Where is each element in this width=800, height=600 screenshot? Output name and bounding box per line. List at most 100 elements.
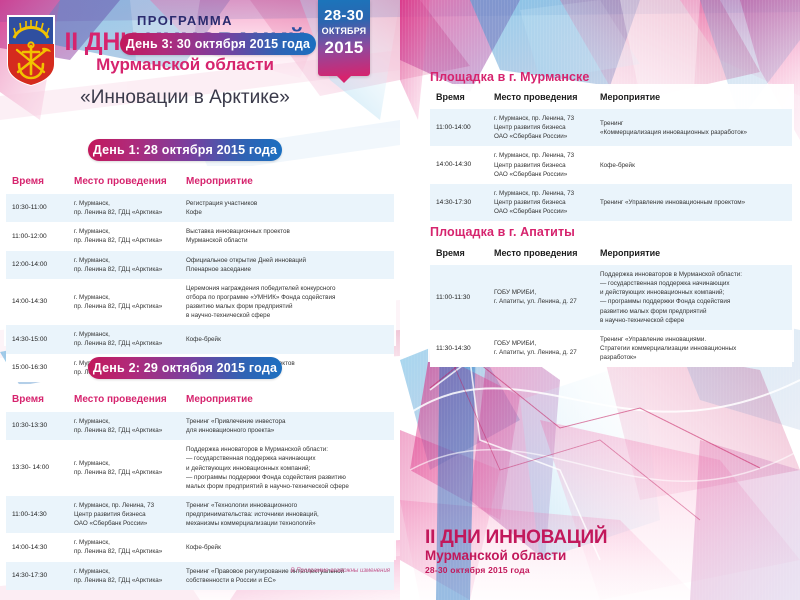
- column-header-event: Мероприятие: [186, 176, 253, 187]
- table-row: 11:30-14:30 ГОБУ МРИБИ, г. Апатиты, ул. Ле…: [430, 329, 792, 368]
- cell-time: 11:00-12:00: [6, 222, 68, 251]
- table-header-row: Время Место проведения Мероприятие: [6, 170, 394, 194]
- cell-event: Кофе-брейк: [180, 325, 394, 354]
- cell-place: г. Мурманск,пр. Ленина 82, ГДЦ «Арктика»: [68, 533, 180, 562]
- date-badge-days: 28-30: [324, 7, 364, 24]
- table-row: 13:30- 14:00 г. Мурманск, пр. Ленина 82, Г…: [6, 440, 394, 496]
- left-panel: ПРОГРАММА II ДНИ ИННОВАЦИЙ Мурманской об…: [6, 0, 394, 590]
- apatity-venue-heading: Площадка в г. Апатиты: [430, 225, 575, 239]
- page-subtitle: Мурманской области: [96, 54, 274, 74]
- cell-event: Кофе-брейк: [180, 533, 394, 562]
- cell-event: Кофе-брейк: [594, 146, 792, 184]
- day3-murmansk-table: Время Место проведения Мероприятие 11:00…: [430, 86, 792, 222]
- cell-place: ГОБУ МРИБИ, г. Апатиты, ул. Ленина, д. 27: [488, 265, 594, 330]
- cell-time: 11:00-14:30: [6, 495, 68, 534]
- day1-rows: 10:30-11:00 г. Мурманск, пр. Ленина 82, ГД…: [6, 194, 394, 382]
- footer-subtitle: Мурманской области: [425, 547, 567, 563]
- table-row: 11:00-11:30 ГОБУ МРИБИ, г. Апатиты, ул. Ле…: [430, 265, 792, 330]
- footer-lockup: II ДНИ ИННОВАЦИЙ Мурманской области 28-3…: [425, 527, 608, 577]
- murmansk-venue-heading: Площадка в г. Мурманске: [430, 70, 590, 84]
- cell-place: г. Мурманск, пр. Ленина, 73 Центр развити…: [488, 146, 594, 184]
- cell-place: г. Мурманск,пр. Ленина 82, ГДЦ «Арктика»: [68, 250, 180, 279]
- cell-place: г. Мурманск,пр. Ленина 82, ГДЦ «Арктика»: [68, 561, 180, 590]
- cell-place: г. Мурманск,пр. Ленина 82, ГДЦ «Арктика»: [68, 194, 180, 223]
- column-header-place: Место проведения: [74, 176, 167, 187]
- column-header-event: Мероприятие: [186, 394, 253, 405]
- day3-murmansk-rows: 11:00-14:00 г. Мурманск, пр. Ленина, 73 Це…: [430, 109, 792, 222]
- column-header-place: Место проведения: [494, 92, 578, 102]
- table-row: 11:00-12:00 г. Мурманск, пр. Ленина 82, ГД…: [6, 222, 394, 251]
- table-row: 12:00-14:00 г. Мурманск, пр. Ленина 82, ГД…: [6, 250, 394, 279]
- cell-event: Тренинг «Коммерциализация инновационных р…: [594, 109, 792, 147]
- column-header-time: Время: [12, 176, 44, 187]
- day3-apatity-rows: 11:00-11:30 ГОБУ МРИБИ, г. Апатиты, ул. Ле…: [430, 265, 792, 368]
- day3-apatity-table: Время Место проведения Мероприятие 11:00…: [430, 242, 792, 368]
- cell-time: 11:00-14:00: [430, 109, 488, 147]
- column-header-event: Мероприятие: [600, 92, 661, 102]
- cell-time: 14:00-14:30: [6, 278, 68, 326]
- table-row: 10:30-13:30 г. Мурманск, пр. Ленина 82, ГД…: [6, 412, 394, 441]
- day3-pill: День 3: 30 октября 2015 года: [120, 33, 316, 55]
- footer-title: II ДНИ ИННОВАЦИЙ: [425, 527, 608, 548]
- day2-rows: 10:30-13:30 г. Мурманск, пр. Ленина 82, ГД…: [6, 412, 394, 590]
- program-label: ПРОГРАММА: [137, 13, 233, 28]
- footnote: В Программе возможны изменения: [290, 568, 390, 574]
- cell-time: 11:30-14:30: [430, 329, 488, 368]
- table-header-row: Время Место проведения Мероприятие: [430, 242, 792, 265]
- cell-event: Официальное открытие Дней инноваций Плена…: [180, 250, 394, 279]
- cell-time: 14:00-14:30: [430, 146, 488, 184]
- cell-event: Поддержка инноваторов в Мурманской облас…: [180, 440, 394, 496]
- table-row: 14:30-15:00 г. Мурманск, пр. Ленина 82, ГД…: [6, 325, 394, 354]
- cell-place: г. Мурманск, пр. Ленина, 73 Центр развити…: [68, 495, 180, 534]
- table-row: 10:30-11:00 г. Мурманск, пр. Ленина 82, ГД…: [6, 194, 394, 223]
- cell-event: Тренинг «Технологии инновационного предпр…: [180, 495, 394, 534]
- slogan: «Инновации в Арктике»: [80, 87, 290, 109]
- cell-event: Тренинг «Управление инновациями. Стратеги…: [594, 329, 792, 368]
- table-row: 14:00-14:30 г. Мурманск, пр. Ленина, 73 Це…: [430, 146, 792, 184]
- column-header-time: Время: [436, 248, 465, 258]
- cell-event: Тренинг «Управление инновационным проект…: [594, 183, 792, 222]
- cell-time: 13:30- 14:00: [6, 440, 68, 496]
- table-row: 14:00-14:30 г. Мурманск, пр. Ленина 82, ГД…: [6, 533, 394, 562]
- day1-schedule-table: Время Место проведения Мероприятие 10:30…: [6, 170, 394, 382]
- cell-time: 15:00-16:30: [6, 353, 68, 382]
- cell-time: 11:00-11:30: [430, 265, 488, 330]
- column-header-event: Мероприятие: [600, 248, 661, 258]
- table-row: 14:30-17:30 г. Мурманск, пр. Ленина, 73 Це…: [430, 183, 792, 222]
- cell-time: 12:00-14:00: [6, 250, 68, 279]
- date-badge-year: 2015: [324, 38, 364, 57]
- column-header-time: Время: [12, 394, 44, 405]
- cell-place: г. Мурманск,пр. Ленина 82, ГДЦ «Арктика»: [68, 278, 180, 326]
- cell-place: г. Мурманск,пр. Ленина 82, ГДЦ «Арктика»: [68, 440, 180, 496]
- cell-time: 10:30-11:00: [6, 194, 68, 223]
- masthead: ПРОГРАММА II ДНИ ИННОВАЦИЙ Мурманской об…: [60, 14, 310, 109]
- column-header-place: Место проведения: [494, 248, 578, 258]
- table-row: 11:00-14:30 г. Мурманск, пр. Ленина, 73 Це…: [6, 495, 394, 534]
- cell-place: г. Мурманск,пр. Ленина 82, ГДЦ «Арктика»: [68, 325, 180, 354]
- column-header-time: Время: [436, 92, 465, 102]
- day2-schedule-table: Время Место проведения Мероприятие 10:30…: [6, 388, 394, 590]
- cell-event: Тренинг «Привлечение инвестора для иннова…: [180, 412, 394, 441]
- day2-pill: День 2: 29 октября 2015 года: [88, 357, 282, 379]
- table-row: 11:00-14:00 г. Мурманск, пр. Ленина, 73 Це…: [430, 109, 792, 147]
- table-row: 14:30-17:30 г. Мурманск, пр. Ленина 82, ГД…: [6, 561, 394, 590]
- date-badge-month: ОКТЯБРЯ: [321, 26, 367, 36]
- cell-event: Тренинг «Правовое регулирование интеллек…: [180, 561, 394, 590]
- cell-time: 14:30-17:30: [6, 561, 68, 590]
- cell-place: г. Мурманск,пр. Ленина 82, ГДЦ «Арктика»: [68, 222, 180, 251]
- column-header-place: Место проведения: [74, 394, 167, 405]
- day1-pill: День 1: 28 октября 2015 года: [88, 139, 282, 161]
- murmansk-oblast-coat-of-arms-icon: [6, 14, 56, 87]
- date-badge: 28-30 ОКТЯБРЯ 2015: [318, 0, 370, 83]
- table-row: 14:00-14:30 г. Мурманск, пр. Ленина 82, ГД…: [6, 278, 394, 326]
- cell-place: г. Мурманск, пр. Ленина, 73 Центр развити…: [488, 183, 594, 222]
- cell-event: Выставка инновационных проектов Мурманско…: [180, 222, 394, 251]
- cell-time: 14:30-15:00: [6, 325, 68, 354]
- cell-event: Поддержка инноваторов в Мурманской облас…: [594, 265, 792, 330]
- cell-place: ГОБУ МРИБИ, г. Апатиты, ул. Ленина, д. 27: [488, 329, 594, 368]
- cell-event: Регистрация участников Кофе: [180, 194, 394, 223]
- cell-event: Церемония награждения победителей конкур…: [180, 278, 394, 326]
- cell-place: г. Мурманск, пр. Ленина, 73 Центр развити…: [488, 109, 594, 147]
- footer-dates: 28-30 октября 2015 года: [425, 565, 530, 576]
